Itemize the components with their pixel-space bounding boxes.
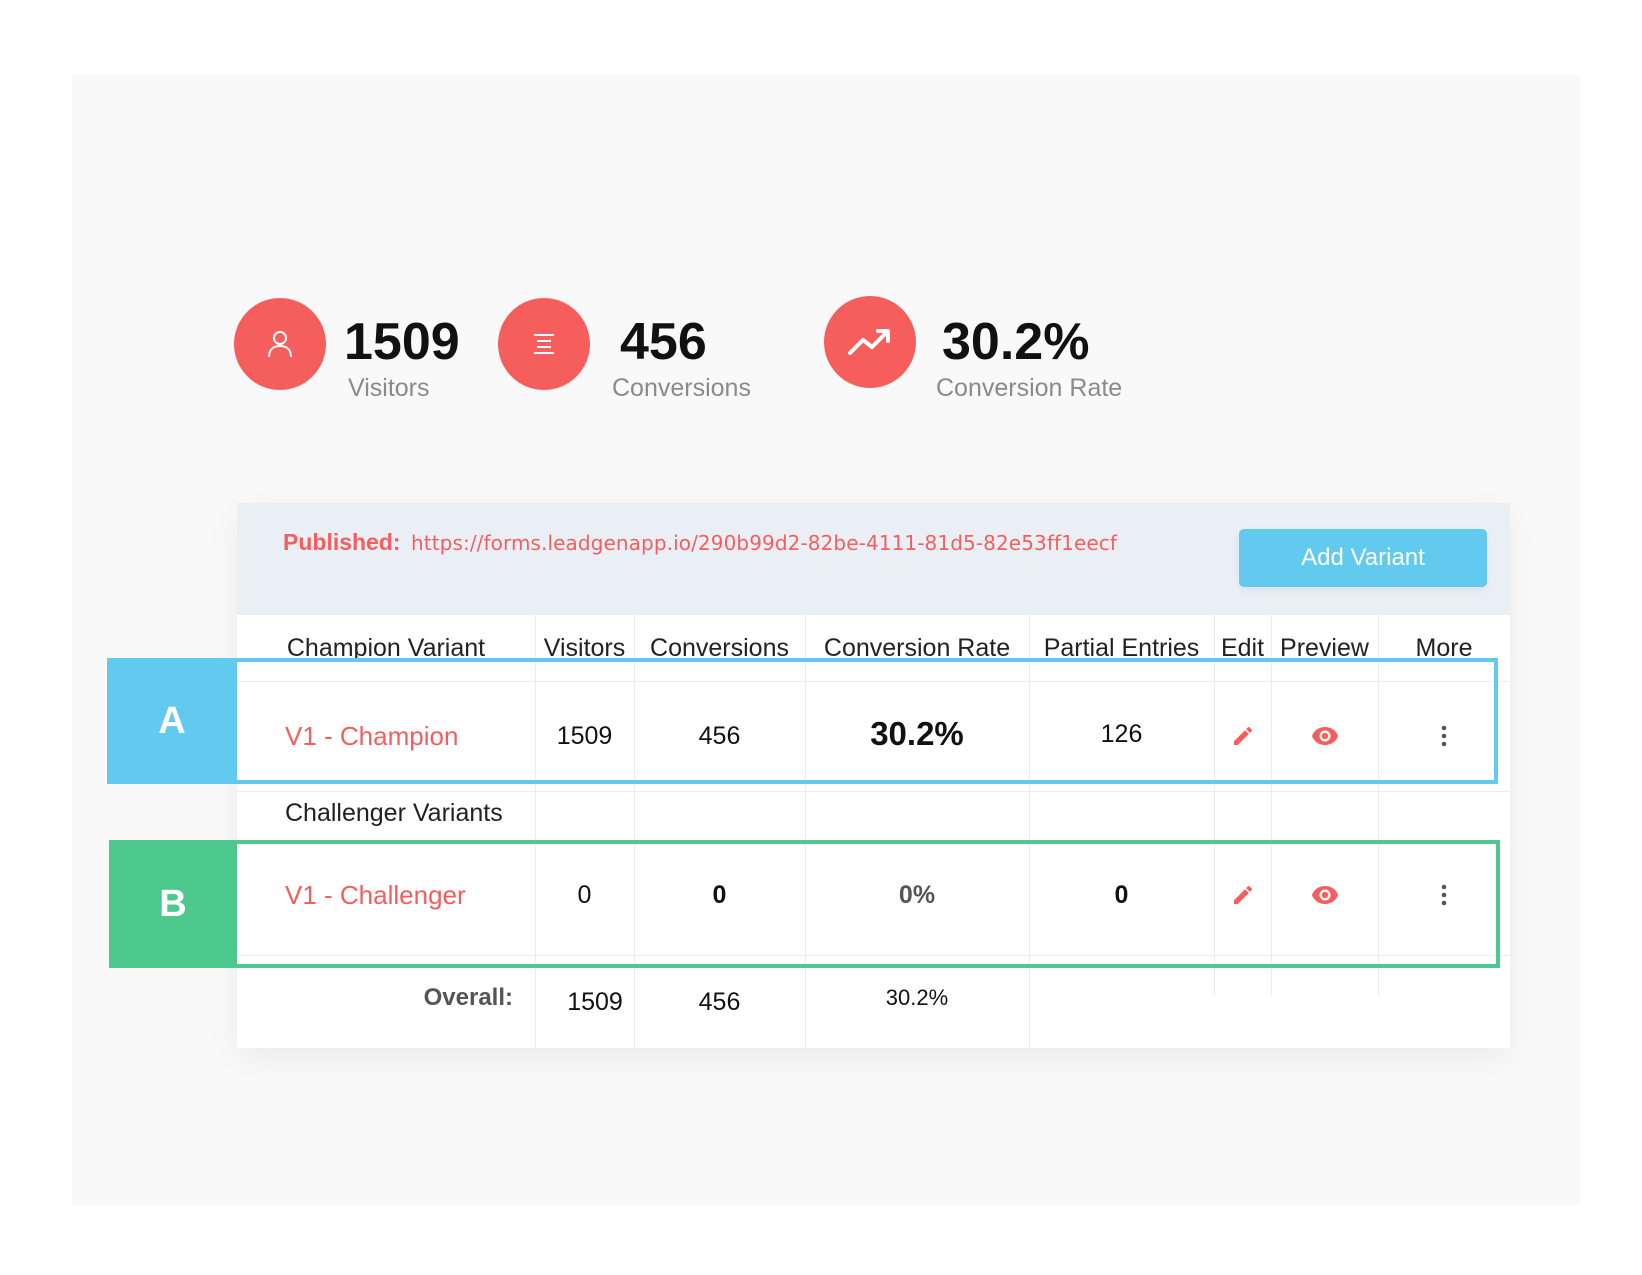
pencil-icon[interactable] [1214,835,1271,955]
row-divider [237,791,1510,792]
row-divider [237,681,1510,682]
eye-icon[interactable] [1271,835,1378,955]
column-header-edit: Edit [1220,633,1265,662]
stat-label: Conversions [612,374,751,402]
column-divider [634,615,635,1048]
trending-up-icon [824,296,916,388]
column-divider [805,615,806,1048]
column-header-visitors: Visitors [543,633,626,662]
published-url-link[interactable]: https://forms.leadgenapp.io/290b99d2-82b… [411,531,1117,555]
add-variant-button[interactable]: Add Variant [1239,529,1487,587]
challenger-visitors: 0 [577,880,592,909]
column-header-preview: Preview [1280,633,1369,662]
variant-a-marker: A [107,658,237,784]
stat-value: 456 [620,313,707,371]
challenger-partial-entries: 0 [1114,880,1129,909]
column-header-champion-variant: Champion Variant [286,633,486,662]
challenger-conversion-rate: 0% [898,880,936,909]
column-divider [535,615,536,1048]
user-icon [234,298,326,390]
row-divider [237,955,1510,956]
published-label: Published: [283,529,401,555]
more-vertical-icon[interactable] [1378,835,1510,955]
pencil-icon[interactable] [1214,681,1271,791]
column-header-partial-entries: Partial Entries [1043,633,1200,662]
column-divider [1029,615,1030,1048]
variants-panel: Published: https://forms.leadgenapp.io/2… [237,503,1510,1048]
stat-value: 30.2% [942,313,1090,371]
more-vertical-icon[interactable] [1378,681,1510,791]
overall-conversion-rate: 30.2% [885,985,949,1010]
champion-visitors: 1509 [556,721,613,750]
champion-variant-name[interactable]: V1 - Champion [285,720,459,751]
column-header-conversions: Conversions [650,633,789,662]
challenger-row-highlight [233,840,1500,968]
eye-icon[interactable] [1271,681,1378,791]
column-header-conversion-rate: Conversion Rate [823,633,1011,662]
champion-partial-entries: 126 [1100,719,1143,748]
stat-label: Conversion Rate [936,374,1123,402]
champion-conversions: 456 [698,721,741,750]
overall-visitors: 1509 [567,987,623,1016]
column-divider [1214,615,1215,995]
column-divider [1378,615,1379,995]
overall-conversions: 456 [698,987,741,1016]
stat-label: Visitors [348,374,430,402]
column-divider [1271,615,1272,995]
stat-value: 1509 [344,313,460,371]
challenger-variants-title: Challenger Variants [285,799,503,827]
challenger-variant-name[interactable]: V1 - Challenger [285,879,466,910]
column-header-more: More [1415,633,1473,662]
list-icon [498,298,590,390]
overall-label: Overall: [423,984,513,1011]
champion-conversion-rate: 30.2% [870,715,964,752]
published-bar: Published: https://forms.leadgenapp.io/2… [237,503,1510,615]
champion-row-highlight [233,658,1498,784]
variant-b-marker: B [109,840,237,968]
challenger-conversions: 0 [712,880,727,909]
